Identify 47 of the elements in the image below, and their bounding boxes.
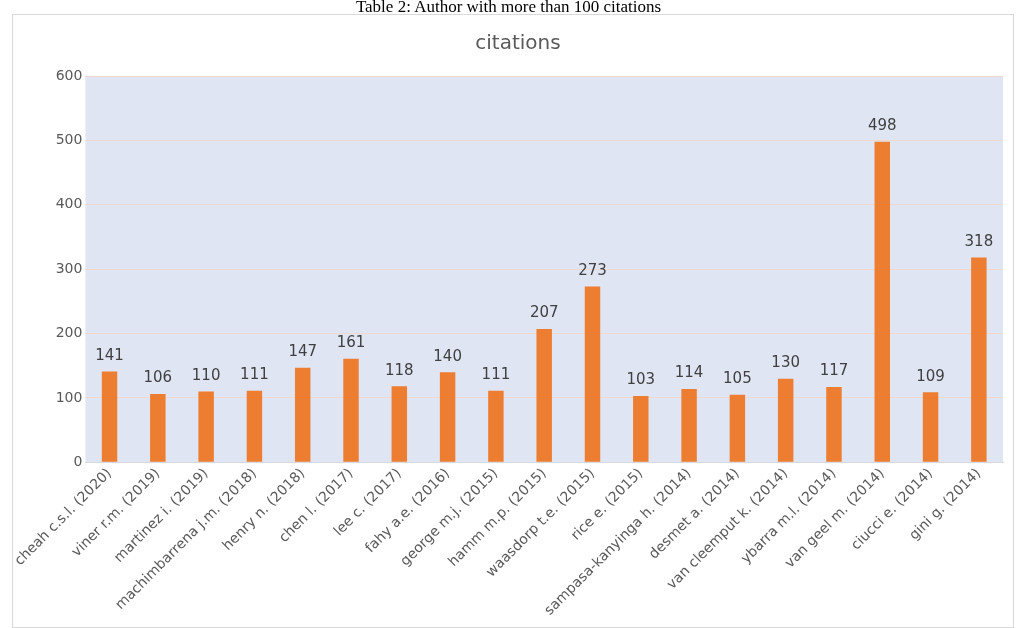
data-label: 118 [384,360,414,379]
data-label: 207 [529,303,559,322]
bar [584,286,601,462]
data-label: 114 [674,363,704,382]
caption: Table 2: Author with more than 100 citations [354,0,663,16]
bar [971,257,987,462]
y-tick-label: 400 [55,195,83,212]
data-label: 103 [626,370,656,389]
bar [150,394,166,462]
data-label: 140 [433,346,462,365]
data-label: 130 [771,353,800,372]
bar [101,371,118,462]
bar [246,390,263,462]
y-tick-label: 100 [55,388,83,405]
bar [391,386,408,462]
bar [536,329,552,462]
bar [729,394,746,462]
bar [874,141,890,462]
bar [488,390,504,462]
bar [826,387,842,462]
bar [198,391,214,462]
data-label: 111 [481,365,511,384]
data-label: 141 [95,345,124,364]
data-label: 147 [288,342,318,361]
data-label: 498 [867,116,897,135]
data-label: 105 [723,369,752,388]
y-tick-label: 300 [55,259,83,276]
y-tick-label: 0 [73,452,83,469]
data-label: 161 [336,333,366,352]
y-tick-label: 200 [55,324,83,341]
data-label: 273 [578,260,607,279]
bar [777,378,794,462]
bar [294,367,311,462]
data-label: 318 [964,231,994,250]
data-label: 106 [143,368,173,387]
y-tick-label: 500 [55,131,83,148]
y-tick-label: 600 [55,66,83,83]
bar [439,372,456,462]
chart-title: citations [475,30,561,55]
bar [922,392,939,462]
bar [343,358,359,462]
data-label: 117 [819,361,849,380]
bar [681,388,697,462]
data-label: 110 [191,365,221,384]
data-label: 109 [916,366,945,385]
data-label: 111 [240,365,269,384]
bar [633,396,649,462]
